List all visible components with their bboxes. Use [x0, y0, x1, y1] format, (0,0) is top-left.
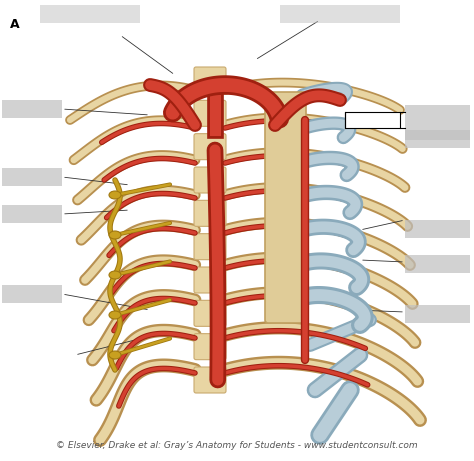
FancyBboxPatch shape — [194, 100, 226, 126]
Bar — [2, 100, 62, 118]
Bar — [405, 255, 470, 273]
Ellipse shape — [109, 191, 121, 199]
Text: A: A — [10, 18, 19, 31]
Text: © Elsevier, Drake et al: Gray’s Anatomy for Students - www.studentconsult.com: © Elsevier, Drake et al: Gray’s Anatomy … — [56, 441, 418, 450]
Bar — [2, 168, 62, 186]
FancyBboxPatch shape — [194, 267, 226, 293]
FancyBboxPatch shape — [194, 201, 226, 226]
Bar — [405, 305, 470, 323]
Bar — [345, 112, 400, 128]
FancyBboxPatch shape — [265, 92, 306, 323]
Ellipse shape — [109, 231, 121, 239]
Bar — [40, 5, 140, 23]
Bar — [405, 220, 470, 238]
FancyBboxPatch shape — [194, 334, 226, 360]
Bar — [2, 285, 62, 303]
Ellipse shape — [109, 271, 121, 279]
Bar — [405, 130, 470, 148]
FancyBboxPatch shape — [194, 367, 226, 393]
FancyBboxPatch shape — [194, 300, 226, 326]
Bar — [405, 105, 470, 140]
Bar — [2, 205, 62, 223]
Ellipse shape — [109, 311, 121, 319]
FancyBboxPatch shape — [194, 134, 226, 160]
FancyBboxPatch shape — [194, 167, 226, 193]
Ellipse shape — [109, 351, 121, 359]
FancyBboxPatch shape — [194, 234, 226, 260]
FancyBboxPatch shape — [194, 67, 226, 93]
Bar — [280, 5, 400, 23]
